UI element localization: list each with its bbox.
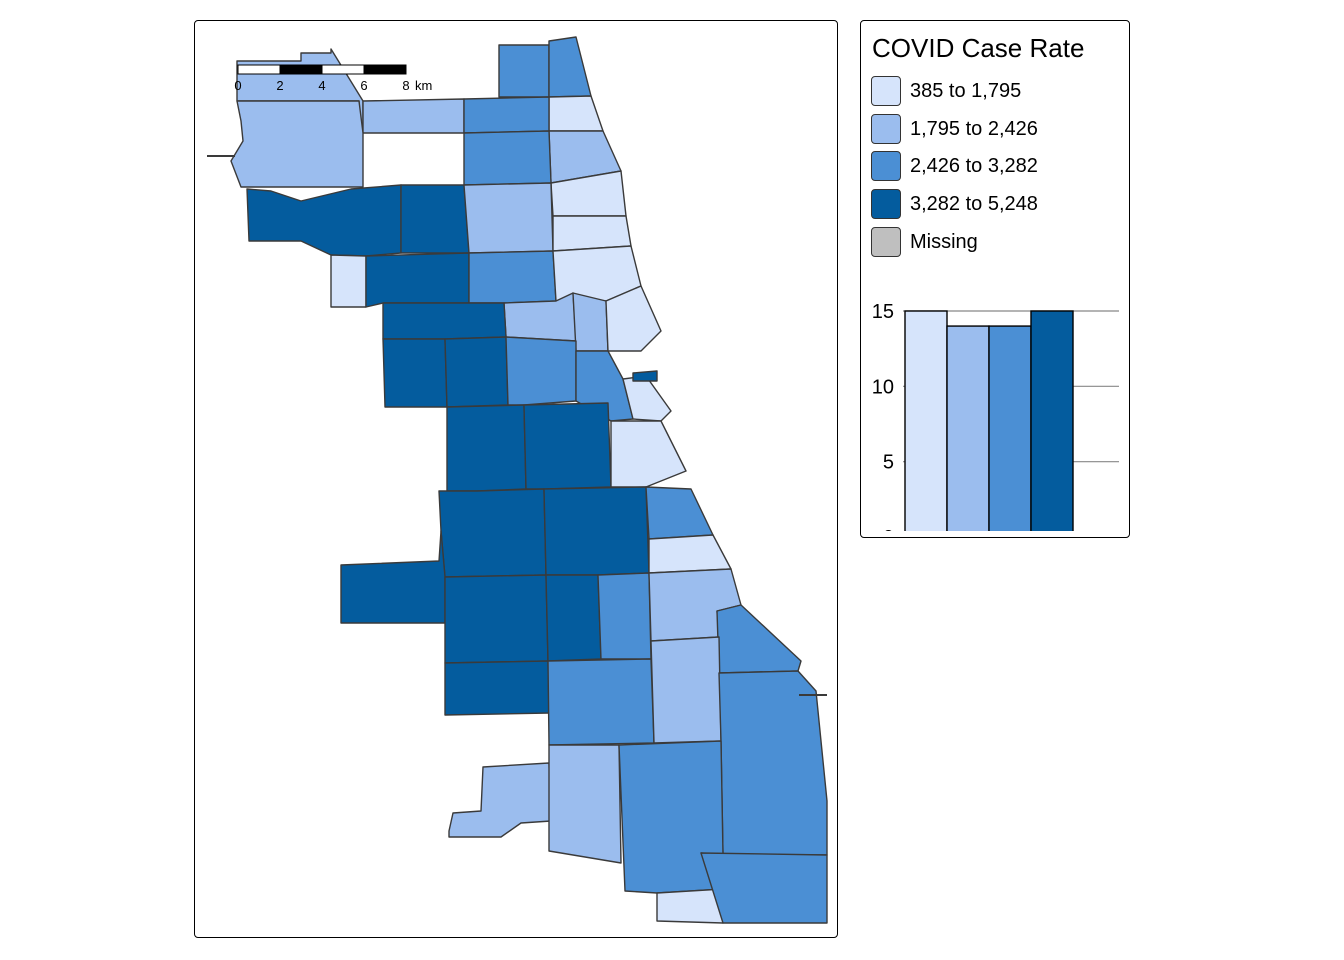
- zip-north-4: [463, 130, 552, 186]
- zip-northwest-4: [400, 184, 470, 254]
- zip-north-lake-1: [548, 95, 604, 132]
- zip-southwest-1: [438, 488, 547, 578]
- zip-north-center: [548, 36, 592, 98]
- zip-near-north-b: [572, 292, 609, 352]
- y-tick-label: 5: [883, 452, 894, 474]
- zip-south-2: [545, 574, 602, 662]
- y-tick-label: 15: [872, 301, 894, 323]
- zip-north-3: [463, 96, 550, 134]
- y-tick-label: 10: [872, 376, 894, 398]
- histogram-bar: [904, 310, 948, 531]
- legend-swatch: [871, 76, 901, 106]
- legend-swatch: [871, 114, 901, 144]
- legend-swatch: [871, 151, 901, 181]
- scale-unit: km: [415, 78, 432, 93]
- histogram-bar: [1030, 310, 1074, 531]
- zip-west-4: [446, 404, 527, 492]
- zip-near-north-lake: [605, 285, 662, 352]
- zip-southwest-3: [444, 574, 549, 664]
- zip-north-6: [468, 250, 557, 304]
- zip-southwest-west: [340, 530, 446, 624]
- y-tick-label: 0: [883, 527, 894, 531]
- zip-far-south-1: [548, 744, 622, 864]
- zip-south-5: [547, 658, 655, 746]
- zip-loop-small: [632, 370, 658, 382]
- zip-north-5: [463, 182, 554, 254]
- zip-south-3: [597, 572, 652, 660]
- choropleth-map: 0 2 4 6 8 km: [207, 36, 828, 924]
- scale-tick: 8: [402, 78, 409, 93]
- zip-south-1: [645, 486, 714, 540]
- legend-title: COVID Case Rate: [872, 33, 1085, 63]
- zip-north-tip: [498, 44, 550, 98]
- scale-tick: 4: [318, 78, 325, 93]
- scale-tick: 0: [234, 78, 241, 93]
- zip-far-south-west: [448, 762, 552, 838]
- histogram-bar: [988, 325, 1032, 531]
- scale-tick: 2: [276, 78, 283, 93]
- zip-south-lake-2: [648, 534, 732, 574]
- legend-label: Missing: [910, 231, 978, 253]
- legend-label: 2,426 to 3,282: [910, 155, 1038, 177]
- zip-northwest-2: [362, 98, 465, 134]
- legend-label: 1,795 to 2,426: [910, 118, 1038, 140]
- legend-label: 3,282 to 5,248: [910, 193, 1038, 215]
- zip-south-lake-3: [716, 604, 802, 674]
- zip-west-2: [382, 338, 448, 408]
- zip-west-1: [382, 302, 507, 340]
- legend-swatch: [871, 189, 901, 219]
- zip-far-southeast: [700, 852, 828, 924]
- zip-northwest-small: [330, 254, 367, 308]
- map-panel: 0 2 4 6 8 km: [194, 20, 838, 938]
- legend-panel: COVID Case Rate 385 to 1,795 1,795 to 2,…: [860, 20, 1130, 538]
- zip-west-3: [444, 336, 509, 408]
- zip-south-6: [650, 636, 722, 744]
- legend-label: 385 to 1,795: [910, 80, 1022, 102]
- histogram-bar: [946, 325, 990, 531]
- zip-near-west: [505, 336, 577, 406]
- scale-bar: 0 2 4 6 8 km: [234, 64, 432, 93]
- zip-northwest-3: [230, 100, 364, 188]
- legend-swatch: [871, 227, 901, 257]
- zip-far-south-3: [656, 888, 724, 924]
- zip-west-5: [523, 402, 612, 490]
- zip-northwest-5: [365, 252, 470, 308]
- legend-histogram: 0 5 10 15: [872, 301, 1119, 531]
- scale-tick: 6: [360, 78, 367, 93]
- zip-southwest-4: [444, 660, 550, 716]
- zip-southwest-2: [543, 486, 650, 576]
- zip-south-lake-1: [610, 420, 687, 488]
- zip-north-lake-4: [552, 215, 632, 252]
- zip-southeast-1: [718, 670, 828, 856]
- zip-ohare-west: [246, 184, 402, 257]
